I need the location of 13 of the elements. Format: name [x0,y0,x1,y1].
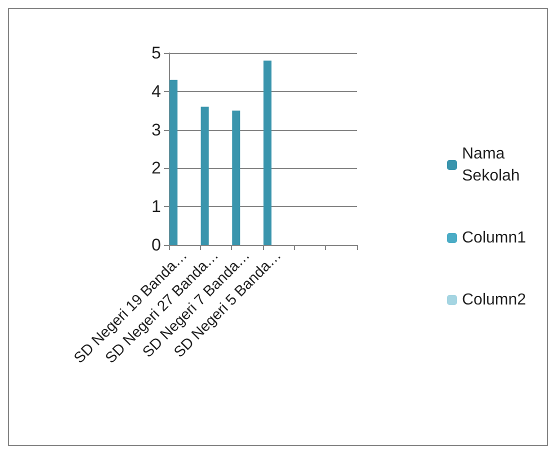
bar [169,80,178,245]
y-tick-label: 3 [152,120,161,140]
bar [200,106,209,245]
y-tick-label: 0 [152,236,161,254]
y-tick-label: 5 [152,44,161,62]
legend-label: Nama Sekolah [462,146,520,184]
bar [263,60,272,245]
bar [232,110,240,245]
y-tick-label: 1 [152,197,161,216]
y-tick-label: 2 [152,158,161,178]
legend-label: Column2 [462,292,526,308]
legend-label: Column1 [462,230,526,246]
y-tick-label: 4 [152,82,161,101]
